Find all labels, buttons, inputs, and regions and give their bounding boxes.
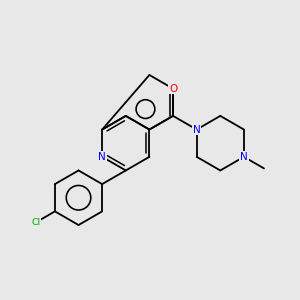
Text: N: N (240, 152, 248, 162)
Text: Cl: Cl (32, 218, 40, 227)
Text: N: N (193, 124, 200, 134)
Text: O: O (169, 84, 177, 94)
Text: N: N (98, 152, 106, 162)
